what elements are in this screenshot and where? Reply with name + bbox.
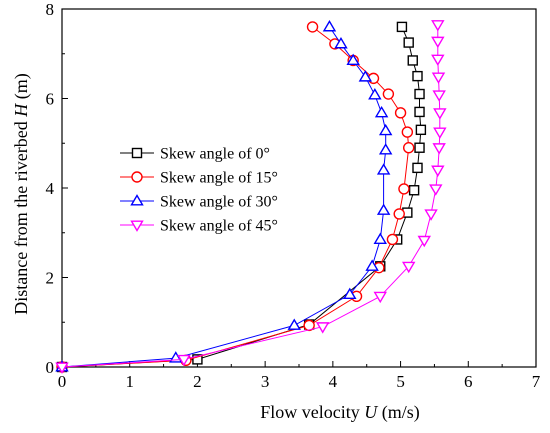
data-point <box>177 354 191 367</box>
data-point <box>431 36 445 49</box>
data-point <box>431 20 445 32</box>
data-point <box>322 20 337 32</box>
data-point <box>424 209 438 221</box>
data-point <box>192 354 203 365</box>
data-point <box>382 88 395 100</box>
legend: Skew angle of 0° Skew angle of 15° Skew an… <box>120 146 278 235</box>
data-point <box>403 37 414 48</box>
x-tick-label: 6 <box>464 372 473 391</box>
data-point <box>432 143 446 155</box>
y-tick-label: 6 <box>46 90 55 109</box>
data-point <box>431 72 446 84</box>
data-point <box>373 232 387 245</box>
series-3 <box>55 20 447 374</box>
x-tick-label: 3 <box>261 372 270 391</box>
series-line <box>61 26 410 368</box>
x-axis-label: Flow velocity U (m/s) <box>260 402 420 423</box>
data-point <box>432 90 446 102</box>
data-point <box>429 184 443 196</box>
y-tick-label: 0 <box>46 358 55 377</box>
data-point <box>368 88 382 100</box>
legend-marker <box>131 171 143 183</box>
y-tick-label: 2 <box>46 269 55 288</box>
data-point <box>306 21 319 33</box>
y-tick-label: 4 <box>46 179 55 198</box>
data-point <box>343 287 357 300</box>
legend-entry: Skew angle of 45° <box>120 218 278 235</box>
data-point <box>396 21 408 33</box>
legend-label: Skew angle of 45° <box>160 218 278 235</box>
data-point <box>334 37 348 49</box>
data-point <box>358 70 373 82</box>
data-point <box>365 259 379 271</box>
data-point <box>415 124 427 136</box>
data-point <box>393 208 405 220</box>
data-point <box>386 233 399 246</box>
legend-marker <box>131 147 143 159</box>
data-point <box>373 291 387 304</box>
data-point <box>408 185 420 196</box>
legend-entry: Skew angle of 30° <box>120 194 278 211</box>
data-point <box>394 107 407 119</box>
data-point <box>433 108 447 120</box>
y-tick-label: 8 <box>46 0 55 19</box>
data-point <box>431 54 445 67</box>
data-point <box>376 203 391 215</box>
data-point <box>414 142 425 153</box>
legend-entry: Skew angle of 0° <box>120 146 270 163</box>
data-point <box>346 53 360 66</box>
data-point <box>55 362 69 374</box>
data-point <box>315 322 330 334</box>
x-tick-label: 5 <box>396 372 405 391</box>
x-tick-label: 7 <box>532 372 541 391</box>
data-point <box>378 123 393 136</box>
x-tick-label: 0 <box>58 372 67 391</box>
data-point <box>401 126 414 138</box>
data-point <box>376 163 391 175</box>
data-point <box>407 55 418 66</box>
series-line <box>61 26 387 368</box>
legend-label: Skew angle of 15° <box>160 170 278 187</box>
data-point <box>401 261 416 274</box>
data-point <box>402 142 415 154</box>
series-line <box>61 26 422 368</box>
x-tick-label: 4 <box>329 372 338 391</box>
series-1 <box>56 21 415 373</box>
axis-ticks: 0 1 2 3 4 5 6 7 0 2 4 6 8 <box>46 0 541 391</box>
data-point <box>412 162 423 174</box>
data-point <box>414 88 425 100</box>
data-point <box>412 70 423 82</box>
data-point <box>287 318 301 330</box>
data-point <box>374 105 389 118</box>
legend-entry: Skew angle of 15° <box>120 170 278 187</box>
x-tick-label: 1 <box>125 372 134 391</box>
legend-label: Skew angle of 0° <box>160 146 270 163</box>
data-point <box>417 235 431 248</box>
y-axis-label: Distance from the riverbed H (m) <box>11 73 32 314</box>
data-point <box>378 143 393 155</box>
legend-marker <box>130 194 144 206</box>
legend-label: Skew angle of 30° <box>160 194 278 211</box>
legend-marker <box>130 220 144 232</box>
data-point <box>398 183 410 195</box>
series-layer <box>55 20 447 374</box>
data-point <box>414 106 425 118</box>
x-tick-label: 2 <box>193 372 202 391</box>
data-point <box>431 165 445 177</box>
plot-frame <box>61 8 537 368</box>
data-point <box>433 127 447 139</box>
plot-area-border <box>61 8 537 368</box>
